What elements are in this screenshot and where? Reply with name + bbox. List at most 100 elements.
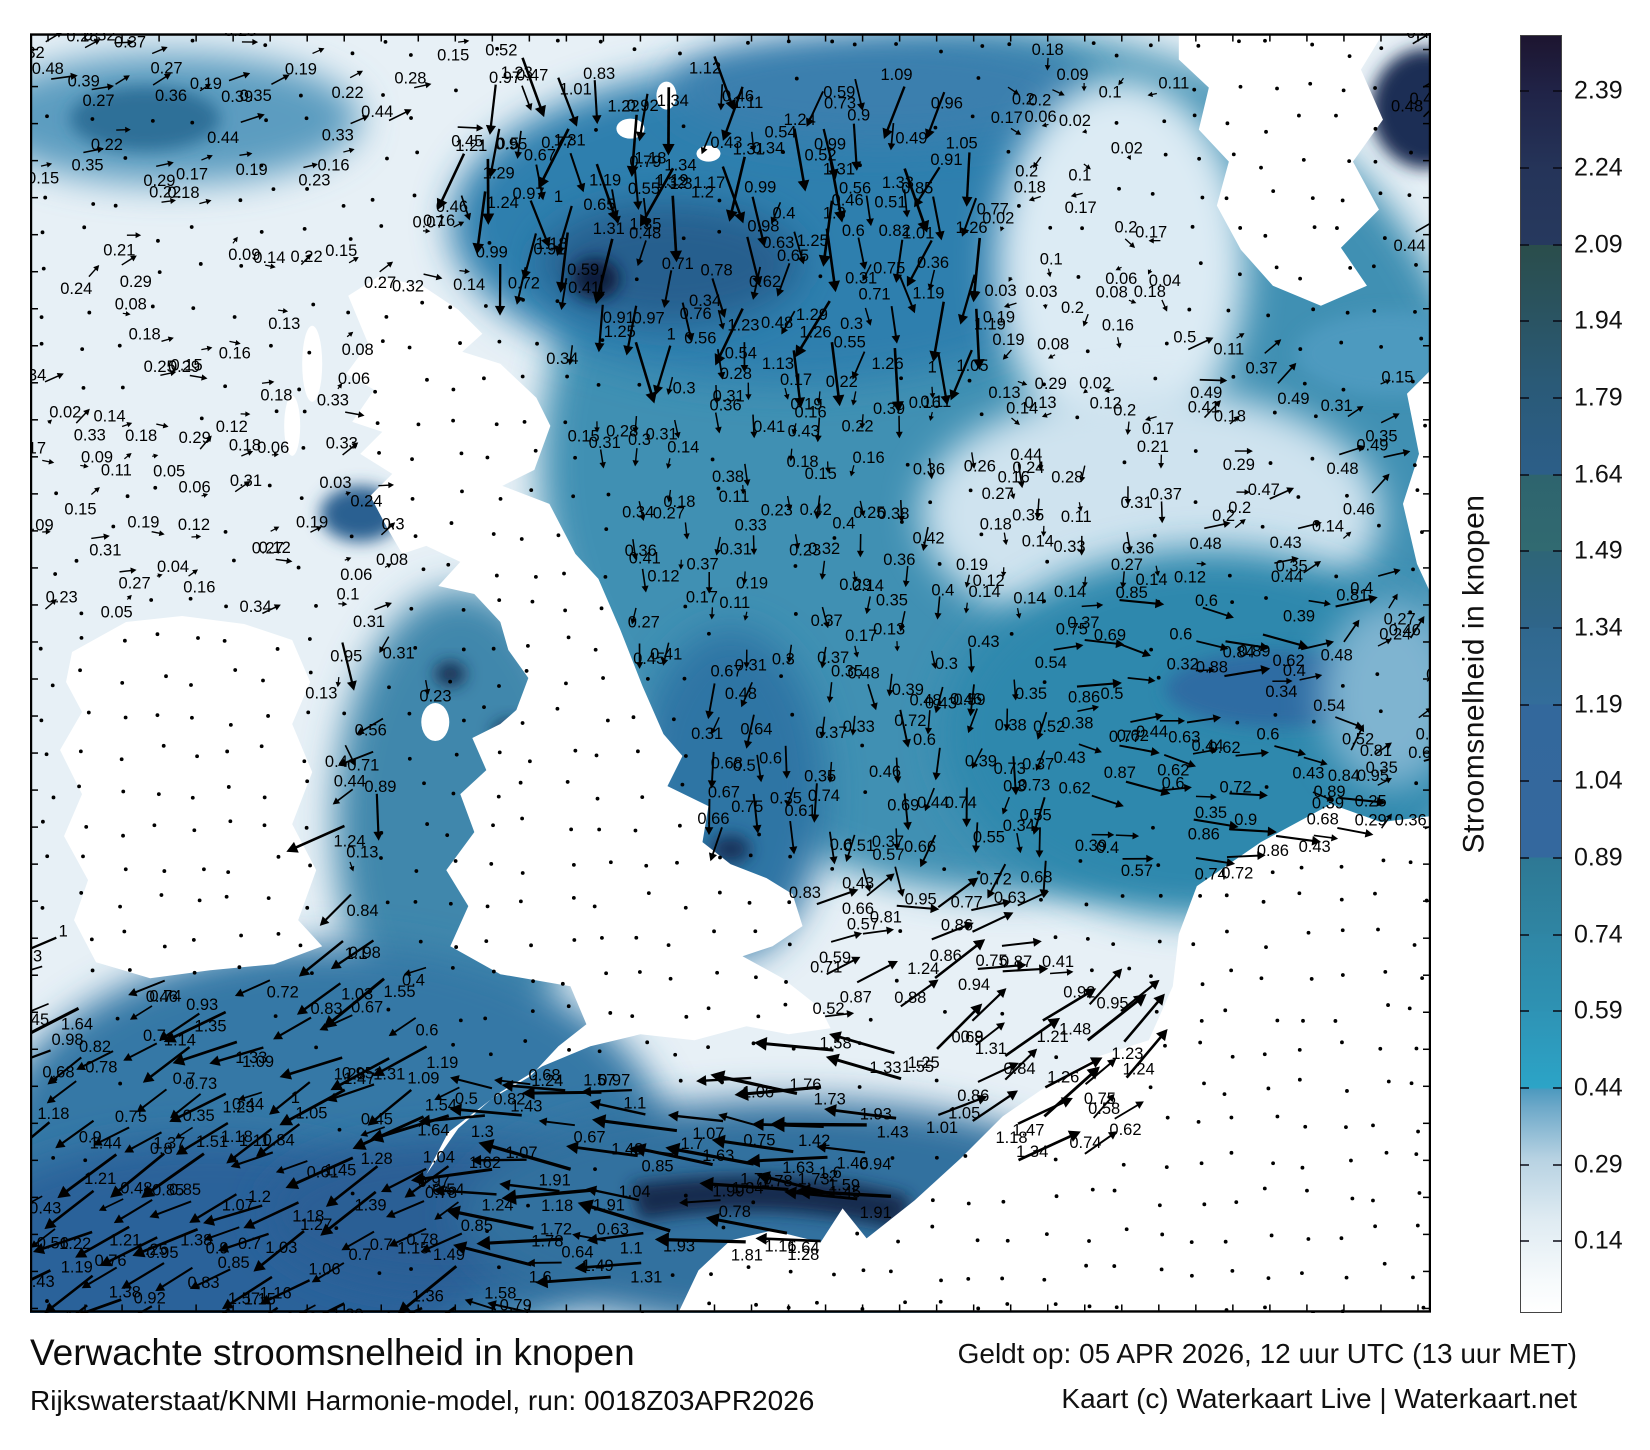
svg-text:0.09: 0.09 xyxy=(81,448,113,466)
svg-text:1.05: 1.05 xyxy=(295,1104,327,1122)
map-frame xyxy=(30,33,1431,1313)
svg-text:0.31: 0.31 xyxy=(691,725,723,743)
svg-text:0.87: 0.87 xyxy=(1000,953,1032,971)
colorbar-tick-label: 2.39 xyxy=(1574,76,1623,105)
svg-text:1.7: 1.7 xyxy=(680,1135,703,1153)
svg-text:1.25: 1.25 xyxy=(797,232,829,250)
svg-text:0.36: 0.36 xyxy=(1122,539,1154,557)
svg-text:0.38: 0.38 xyxy=(712,468,744,486)
svg-text:0.4: 0.4 xyxy=(832,514,855,532)
svg-text:0.34: 0.34 xyxy=(622,504,654,522)
svg-text:0.52: 0.52 xyxy=(805,147,837,165)
svg-text:0.69: 0.69 xyxy=(1094,627,1126,645)
svg-text:0.36: 0.36 xyxy=(710,396,742,414)
svg-text:0.39: 0.39 xyxy=(1075,837,1107,855)
svg-text:0.5: 0.5 xyxy=(496,135,519,153)
svg-text:0.86: 0.86 xyxy=(1188,826,1220,844)
svg-text:0.66: 0.66 xyxy=(904,838,936,856)
svg-text:1.55: 1.55 xyxy=(383,983,415,1001)
svg-text:0.39: 0.39 xyxy=(221,88,253,106)
svg-text:1.32: 1.32 xyxy=(654,174,686,192)
svg-text:1.55: 1.55 xyxy=(902,1058,934,1076)
svg-text:0.37: 0.37 xyxy=(687,556,719,574)
svg-text:0.15: 0.15 xyxy=(325,242,357,260)
svg-text:0.14: 0.14 xyxy=(969,583,1001,601)
svg-text:0.31: 0.31 xyxy=(589,434,621,452)
svg-text:0.98: 0.98 xyxy=(747,218,779,236)
svg-text:0.36: 0.36 xyxy=(913,461,945,479)
svg-text:1.54: 1.54 xyxy=(425,1097,457,1115)
svg-text:1.19: 1.19 xyxy=(912,284,944,302)
svg-text:0.17: 0.17 xyxy=(1142,420,1174,438)
svg-text:0.06: 0.06 xyxy=(338,370,370,388)
island-hebrides xyxy=(302,325,323,402)
svg-text:0.38: 0.38 xyxy=(1061,715,1093,733)
svg-text:1.59: 1.59 xyxy=(828,1176,860,1194)
colorbar xyxy=(1520,35,1562,1313)
svg-text:0.27: 0.27 xyxy=(653,505,685,523)
svg-text:0.36: 0.36 xyxy=(625,542,657,560)
svg-text:1.05: 1.05 xyxy=(946,134,978,152)
svg-text:0.33: 0.33 xyxy=(735,516,767,534)
svg-text:0.72: 0.72 xyxy=(267,983,299,1001)
svg-text:0.79: 0.79 xyxy=(500,1296,532,1313)
svg-text:0.39: 0.39 xyxy=(68,73,100,91)
svg-text:0.18: 0.18 xyxy=(125,427,157,445)
svg-text:0.17: 0.17 xyxy=(686,588,718,606)
svg-text:0.44: 0.44 xyxy=(334,772,366,790)
svg-text:0.53: 0.53 xyxy=(30,947,42,965)
svg-text:0.43: 0.43 xyxy=(1292,765,1324,783)
svg-text:0.02: 0.02 xyxy=(1059,112,1091,130)
svg-text:1.18: 1.18 xyxy=(995,1129,1027,1147)
svg-text:1.63: 1.63 xyxy=(782,1159,814,1177)
svg-text:0.63: 0.63 xyxy=(762,234,794,252)
svg-text:1.18: 1.18 xyxy=(292,1208,324,1226)
svg-text:0.48: 0.48 xyxy=(725,685,757,703)
svg-text:0.48: 0.48 xyxy=(1190,535,1222,553)
svg-text:0.82: 0.82 xyxy=(79,1038,111,1056)
map-title: Verwachte stroomsnelheid in knopen xyxy=(30,1332,635,1373)
svg-text:1.23: 1.23 xyxy=(501,64,533,82)
svg-text:0.17: 0.17 xyxy=(1065,199,1097,217)
svg-text:0.37: 0.37 xyxy=(815,724,847,742)
svg-text:0.4: 0.4 xyxy=(772,205,795,223)
svg-text:1.64: 1.64 xyxy=(417,1122,449,1140)
svg-text:0.12: 0.12 xyxy=(647,567,679,585)
svg-text:0.32: 0.32 xyxy=(392,277,424,295)
svg-text:0.11: 0.11 xyxy=(101,461,132,479)
svg-text:0.73: 0.73 xyxy=(1018,776,1050,794)
svg-text:0.78: 0.78 xyxy=(701,261,733,279)
svg-text:0.41: 0.41 xyxy=(629,550,661,568)
svg-text:0.18: 0.18 xyxy=(260,387,292,405)
svg-text:0.06: 0.06 xyxy=(340,566,372,584)
svg-text:0.27: 0.27 xyxy=(1111,556,1143,574)
svg-text:0.56: 0.56 xyxy=(355,722,387,740)
svg-text:1.09: 1.09 xyxy=(880,66,912,84)
svg-text:0.82: 0.82 xyxy=(493,1091,525,1109)
svg-text:0.46: 0.46 xyxy=(1343,500,1375,518)
svg-text:0.31: 0.31 xyxy=(713,387,745,405)
svg-text:1.45: 1.45 xyxy=(324,1162,356,1180)
svg-text:0.31: 0.31 xyxy=(720,541,752,559)
svg-text:0.3: 0.3 xyxy=(1003,778,1026,796)
colorbar-tick-label: 1.49 xyxy=(1574,536,1623,565)
svg-text:0.14: 0.14 xyxy=(852,577,884,595)
svg-text:0.4: 0.4 xyxy=(402,971,425,989)
svg-text:1.91: 1.91 xyxy=(860,1204,892,1222)
svg-text:0.13: 0.13 xyxy=(305,684,337,702)
svg-text:1.05: 1.05 xyxy=(948,1104,980,1122)
svg-text:0.67: 0.67 xyxy=(524,147,556,165)
svg-text:0.11: 0.11 xyxy=(719,488,750,506)
svg-text:0.9: 0.9 xyxy=(1234,811,1257,829)
colorbar-tick-label: 2.24 xyxy=(1574,153,1623,182)
svg-text:1.22: 1.22 xyxy=(59,1235,91,1253)
colorbar-tick-label: 1.04 xyxy=(1574,766,1623,795)
svg-text:1.16: 1.16 xyxy=(764,1237,796,1255)
svg-text:1.57: 1.57 xyxy=(228,1290,260,1308)
svg-text:0.71: 0.71 xyxy=(810,958,842,976)
svg-text:1.84: 1.84 xyxy=(731,1179,763,1197)
svg-text:0.34: 0.34 xyxy=(689,292,721,310)
svg-text:0.09: 0.09 xyxy=(228,246,260,264)
svg-text:0.6: 0.6 xyxy=(1169,625,1192,643)
svg-text:0.18: 0.18 xyxy=(980,516,1012,534)
